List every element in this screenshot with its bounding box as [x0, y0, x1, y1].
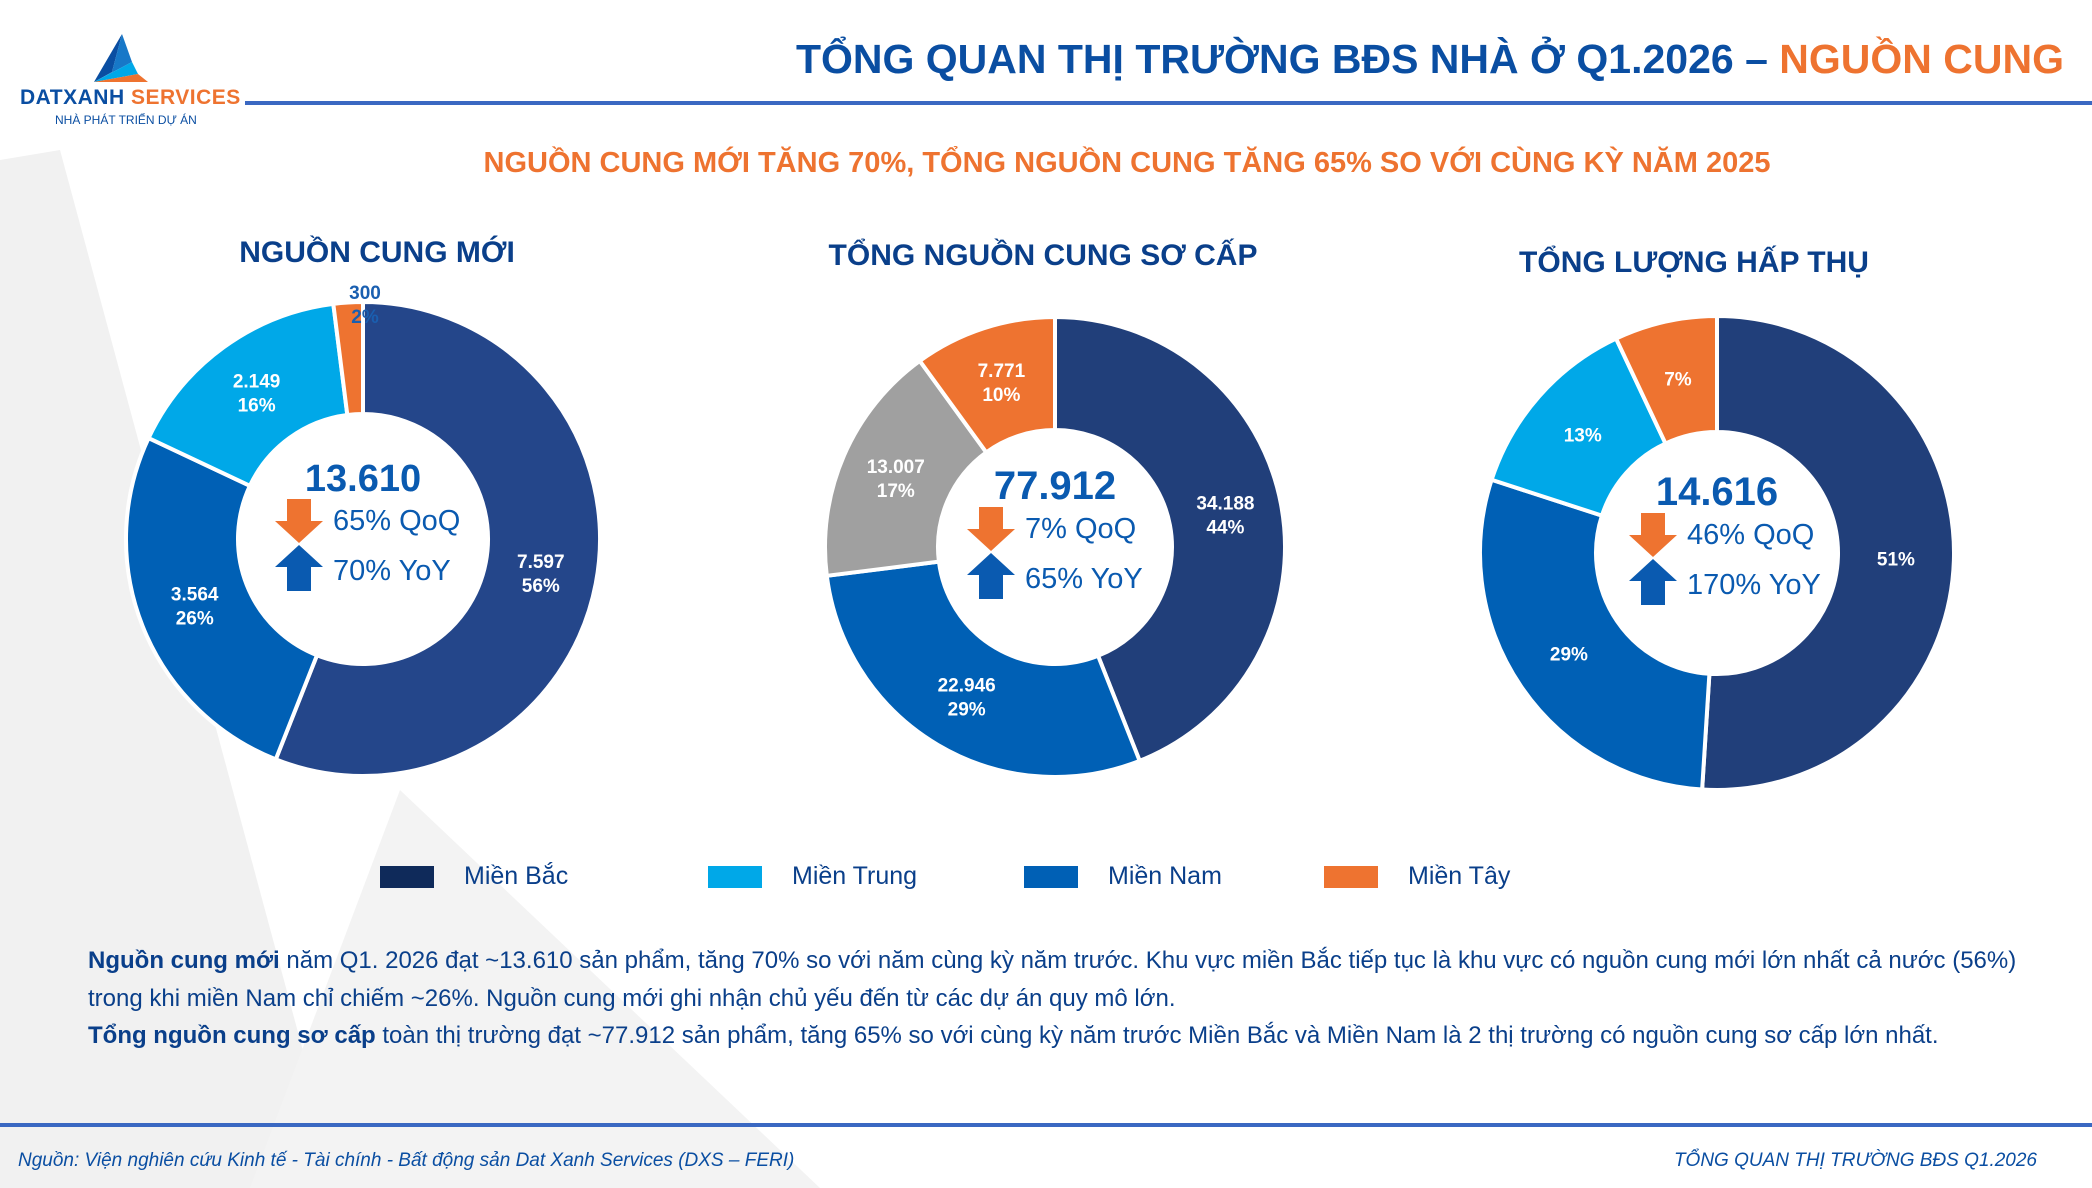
page-title: TỔNG QUAN THỊ TRƯỜNG BĐS NHÀ Ở Q1.2026 –… — [796, 36, 2064, 83]
segment-percent-label: 2% — [351, 307, 379, 328]
segment-label: 51% — [1877, 550, 1915, 571]
segment-label: 300 2% — [349, 283, 381, 328]
segment-label: 3.564 26% — [171, 585, 219, 630]
segment-label: 34.188 44% — [1196, 493, 1254, 538]
chart-title-absorption: TỔNG LƯỢNG HẤP THỤ — [1519, 246, 1869, 279]
center-qoq: 65% QoQ — [333, 505, 460, 537]
legend-swatch — [1024, 865, 1078, 888]
donut-segment-miền-tây — [917, 314, 1057, 456]
arrow-up-icon — [275, 545, 323, 591]
segment-percent-label: 26% — [176, 609, 214, 630]
segment-value-label: 13.007 — [867, 457, 925, 478]
donut-segment-miền-trung — [823, 358, 990, 579]
segment-percent-label: 16% — [238, 396, 276, 417]
donut-segment-miền-tây — [331, 299, 365, 418]
donut-segment-miền-nam — [124, 435, 320, 762]
legend-item-mien-trung: Miền Trung — [708, 862, 917, 891]
legend-item-mien-nam: Miền Nam — [1024, 862, 1222, 891]
arrow-down-icon — [275, 499, 323, 543]
legend-swatch — [708, 865, 762, 888]
footer-divider — [0, 1123, 2092, 1127]
segment-percent-label: 10% — [982, 385, 1020, 406]
arrow-up-icon — [1629, 559, 1677, 605]
segment-value-label: 2.149 — [233, 372, 281, 393]
center-yoy: 70% YoY — [333, 555, 451, 587]
header-divider — [245, 101, 2092, 105]
arrow-up-icon — [967, 553, 1015, 599]
footer-report-name: TỔNG QUAN THỊ TRƯỜNG BĐS Q1.2026 — [1673, 1150, 2037, 1171]
chart-title-new-supply: NGUỒN CUNG MỚI — [239, 236, 515, 269]
legend-swatch — [1324, 865, 1378, 888]
summary-paragraph-primary-supply: Tổng nguồn cung sơ cấp toàn thị trường đ… — [88, 1017, 2048, 1055]
summary-term: Tổng nguồn cung sơ cấp — [88, 1022, 376, 1049]
arrow-down-icon — [1629, 513, 1677, 557]
summary-paragraph-new-supply: Nguồn cung mới năm Q1. 2026 đạt ~13.610 … — [88, 942, 2048, 1017]
center-yoy: 170% YoY — [1687, 569, 1821, 601]
chart-title-primary-supply: TỔNG NGUỒN CUNG SƠ CẤP — [828, 239, 1258, 272]
segment-value-label: 3.564 — [171, 585, 219, 606]
summary-body: toàn thị trường đạt ~77.912 sản phẩm, tă… — [375, 1022, 1939, 1049]
segment-label: 7% — [1664, 369, 1692, 390]
segment-label: 13% — [1564, 426, 1602, 447]
donut-segment-miền-nam — [1478, 477, 1712, 792]
title-highlight: NGUỒN CUNG — [1779, 36, 2064, 82]
segment-label: 2.149 16% — [233, 372, 281, 417]
logo-triangle-icon — [94, 34, 148, 82]
summary-term: Nguồn cung mới — [88, 947, 280, 974]
segment-percent-label: 29% — [1550, 645, 1588, 666]
center-yoy: 65% YoY — [1025, 563, 1143, 595]
segment-value-label: 22.946 — [938, 675, 996, 696]
legend-label: Miền Bắc — [464, 862, 569, 890]
legend-swatch — [380, 865, 434, 888]
segment-value-label: 7.597 — [517, 552, 565, 573]
summary-body: năm Q1. 2026 đạt ~13.610 sản phẩm, tăng … — [88, 947, 2017, 1012]
segment-label: 7.771 10% — [978, 361, 1026, 406]
segment-value-label: 34.188 — [1196, 493, 1254, 514]
logo: DATXANH SERVICES NHÀ PHÁT TRIỂN DỰ ÁN — [20, 32, 240, 132]
legend-item-mien-bac: Miền Bắc — [380, 862, 568, 891]
legend-label: Miền Nam — [1108, 862, 1222, 890]
center-total: 77.912 — [994, 464, 1116, 508]
arrow-down-icon — [967, 507, 1015, 551]
donut-segment-miền-nam — [824, 559, 1143, 779]
summary-text: Nguồn cung mới năm Q1. 2026 đạt ~13.610 … — [88, 942, 2048, 1055]
legend-label: Miền Trung — [792, 862, 918, 890]
donut-segment-miền-bắc — [1053, 314, 1288, 764]
segment-percent-label: 29% — [948, 699, 986, 720]
segment-percent-label: 51% — [1877, 550, 1915, 571]
donut-segment-miền-tây — [1613, 313, 1719, 447]
legend-label: Miền Tây — [1408, 862, 1511, 890]
center-qoq: 7% QoQ — [1025, 513, 1136, 545]
segment-value-label: 7.771 — [978, 361, 1026, 382]
legend-item-mien-tay: Miền Tây — [1324, 862, 1510, 891]
footer-source: Nguồn: Viện nghiên cứu Kinh tế - Tài chí… — [18, 1150, 795, 1171]
logo-brand-b: SERVICES — [130, 86, 241, 109]
title-main: TỔNG QUAN THỊ TRƯỜNG BĐS NHÀ Ở Q1.2026 – — [795, 36, 1780, 82]
donut-segment-miền-trung — [1489, 335, 1669, 519]
segment-percent-label: 56% — [522, 576, 560, 597]
center-total: 14.616 — [1656, 470, 1778, 514]
donut-segment-miền-trung — [145, 301, 350, 489]
segment-label: 22.946 29% — [938, 675, 996, 720]
logo-brand-a: DATXANH — [20, 86, 125, 109]
donut-segment-miền-bắc — [273, 299, 602, 778]
center-total: 13.610 — [305, 458, 421, 500]
segment-percent-label: 44% — [1206, 517, 1244, 538]
segment-percent-label: 13% — [1564, 426, 1602, 447]
center-qoq: 46% QoQ — [1687, 519, 1814, 551]
segment-percent-label: 7% — [1664, 369, 1692, 390]
logo-tagline: NHÀ PHÁT TRIỂN DỰ ÁN — [55, 113, 197, 127]
segment-value-label: 300 — [349, 283, 381, 304]
segment-percent-label: 17% — [877, 481, 915, 502]
segment-label: 29% — [1550, 645, 1588, 666]
segment-label: 13.007 17% — [867, 457, 925, 502]
segment-label: 7.597 56% — [517, 552, 565, 597]
headline-subtitle: NGUỒN CUNG MỚI TĂNG 70%, TỔNG NGUỒN CUNG… — [483, 147, 1771, 179]
donut-segment-miền-bắc — [1699, 313, 1956, 792]
